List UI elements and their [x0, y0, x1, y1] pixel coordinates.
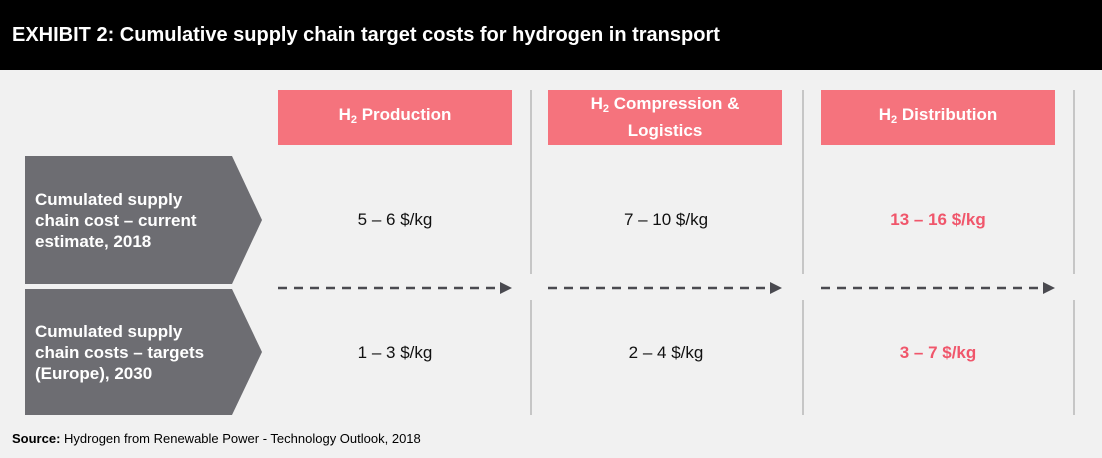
row-label-current-text: Cumulated supply chain cost – current es…: [35, 189, 197, 251]
source-note: Source: Hydrogen from Renewable Power - …: [12, 431, 421, 446]
divider-2-top: [802, 90, 804, 274]
row-label-current: Cumulated supply chain cost – current es…: [25, 156, 262, 284]
row-label-target-text: Cumulated supply chain costs – targets (…: [35, 321, 205, 383]
column-header-distribution: H2 Distribution: [821, 90, 1055, 145]
divider-1-bottom: [530, 300, 532, 415]
value-current-compression: 7 – 10 $/kg: [623, 210, 709, 229]
value-current-production: 5 – 6 $/kg: [357, 210, 433, 229]
dashed-arrow-right-icon: [821, 282, 1055, 294]
chevron-shape-icon: [25, 156, 262, 284]
row-label-target: Cumulated supply chain costs – targets (…: [25, 289, 262, 415]
exhibit-title: EXHIBIT 2: Cumulative supply chain targe…: [0, 0, 1102, 70]
source-text: Hydrogen from Renewable Power - Technolo…: [60, 431, 421, 446]
dashed-arrow-right-icon: [548, 282, 782, 294]
value-current-distribution: 13 – 16 $/kg: [890, 210, 986, 229]
column-header-compression: H2 Compression & Logistics: [548, 90, 782, 145]
divider-2-bottom: [802, 300, 804, 415]
chevron-shape-icon: [25, 289, 262, 415]
value-target-distribution: 3 – 7 $/kg: [899, 343, 977, 362]
divider-1-top: [530, 90, 532, 274]
dashed-arrow-right-icon: [278, 282, 512, 294]
divider-3-top: [1073, 90, 1075, 274]
value-target-production: 1 – 3 $/kg: [357, 343, 433, 362]
value-target-compression: 2 – 4 $/kg: [628, 343, 704, 362]
source-label: Source:: [12, 431, 61, 446]
column-header-production: H2 Production: [278, 90, 512, 145]
divider-3-bottom: [1073, 300, 1075, 415]
